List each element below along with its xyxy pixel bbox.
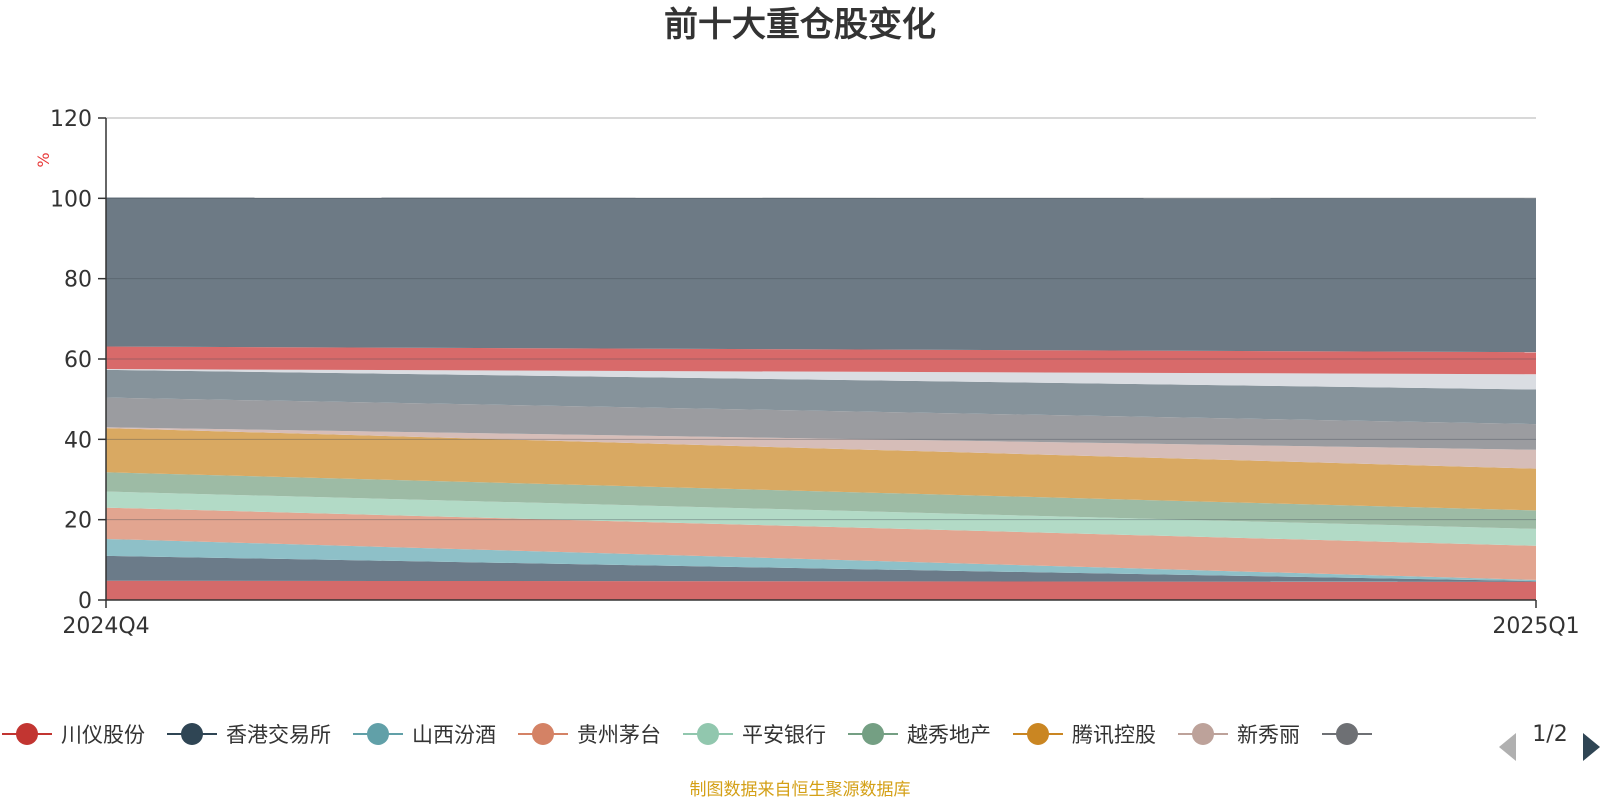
area-series-6 (106, 472, 1536, 529)
legend-label: 香港交易所 (226, 723, 331, 747)
x-tick-label: 2025Q1 (1492, 614, 1579, 639)
area-series-7 (106, 428, 1536, 511)
area-series-9 (106, 397, 1536, 450)
y-axis-ticks: 0 20 40 60 80 100 120 (50, 107, 106, 614)
area-series-11 (106, 369, 1536, 390)
legend-items: 川仪股份 香港交易所 山西汾酒 贵州茅台 平安银行 越秀地产 腾讯控股 新秀丽 (2, 723, 1372, 747)
legend: 川仪股份 香港交易所 山西汾酒 贵州茅台 平安银行 越秀地产 腾讯控股 新秀丽 (2, 723, 1372, 747)
legend-marker (697, 723, 719, 745)
x-tick-label: 2024Q4 (62, 614, 149, 639)
legend-label: 越秀地产 (907, 723, 991, 747)
area-series-2 (106, 555, 1536, 582)
legend-label: 新秀丽 (1237, 723, 1300, 747)
legend-item[interactable]: 川仪股份 (2, 723, 145, 747)
legend-marker (862, 723, 884, 745)
legend-label: 山西汾酒 (412, 723, 496, 747)
area-series-12 (106, 346, 1536, 375)
area-series-8 (106, 427, 1536, 469)
y-tick-label: 80 (64, 268, 92, 293)
legend-item[interactable]: 香港交易所 (167, 723, 331, 747)
area-series-1 (106, 580, 1536, 600)
legend-prev-page-icon[interactable] (1499, 733, 1516, 761)
legend-item[interactable]: 山西汾酒 (353, 723, 496, 747)
legend-item[interactable] (1322, 723, 1372, 745)
y-tick-label: 20 (64, 509, 92, 534)
legend-label: 平安银行 (742, 723, 826, 747)
y-tick-label: 120 (50, 107, 92, 132)
legend-next-page-icon[interactable] (1583, 733, 1600, 761)
y-axis-unit-label: % (34, 152, 53, 167)
legend-marker (1027, 723, 1049, 745)
y-tick-label: 40 (64, 428, 92, 453)
legend-marker (1336, 723, 1358, 745)
legend-label: 贵州茅台 (577, 723, 661, 747)
legend-marker (181, 723, 203, 745)
legend-marker (532, 723, 554, 745)
legend-marker (1192, 723, 1214, 745)
legend-item[interactable]: 新秀丽 (1178, 723, 1300, 747)
y-tick-label: 100 (50, 187, 92, 212)
data-source-footer: 制图数据来自恒生聚源数据库 (690, 780, 911, 800)
area-series-13 (106, 197, 1536, 353)
x-axis-ticks: 2024Q4 2025Q1 (62, 600, 1580, 639)
area-series-10 (106, 369, 1536, 425)
legend-marker (367, 723, 389, 745)
legend-label: 腾讯控股 (1072, 723, 1156, 747)
area-series-4 (106, 507, 1536, 580)
chart-title: 前十大重仓股变化 (664, 5, 936, 45)
legend-item[interactable]: 平安银行 (683, 723, 826, 747)
legend-item[interactable]: 越秀地产 (848, 723, 991, 747)
legend-item[interactable]: 腾讯控股 (1013, 723, 1156, 747)
legend-page-indicator: 1/2 (1532, 722, 1567, 747)
y-tick-label: 60 (64, 348, 92, 373)
legend-label: 川仪股份 (61, 723, 145, 747)
legend-item[interactable]: 贵州茅台 (518, 723, 661, 747)
y-tick-label: 0 (78, 589, 92, 614)
legend-pager: 1/2 (1499, 722, 1600, 761)
area-series-5 (106, 491, 1536, 546)
area-series-3 (106, 538, 1536, 582)
area-series-layer (106, 197, 1536, 600)
legend-marker (16, 723, 38, 745)
